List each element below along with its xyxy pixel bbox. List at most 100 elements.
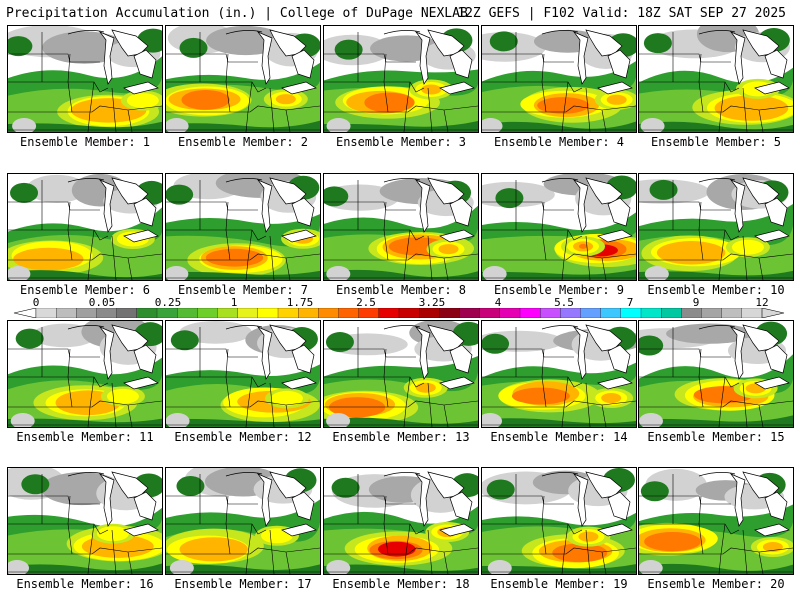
ensemble-member-label: Ensemble Member: 4 xyxy=(493,135,625,149)
scale-arrow-right xyxy=(761,308,785,318)
precip-map xyxy=(165,467,321,575)
precip-map xyxy=(165,173,321,281)
scale-arrow-left xyxy=(13,308,37,318)
scale-swatch xyxy=(459,308,481,318)
ensemble-panel: Ensemble Member: 12 xyxy=(165,320,321,452)
ensemble-member-label: Ensemble Member: 3 xyxy=(335,135,467,149)
scale-swatch xyxy=(620,308,642,318)
ensemble-member-label: Ensemble Member: 2 xyxy=(177,135,309,149)
scale-tick-label: 5.5 xyxy=(554,296,574,309)
ensemble-panel: Ensemble Member: 11 xyxy=(7,320,163,452)
scale-swatch xyxy=(237,308,259,318)
ensemble-member-label: Ensemble Member: 11 xyxy=(16,430,154,444)
scale-swatch xyxy=(721,308,743,318)
scale-swatch xyxy=(136,308,158,318)
scale-swatch xyxy=(96,308,118,318)
scale-swatch xyxy=(298,308,319,318)
ensemble-panel: Ensemble Member: 17 xyxy=(165,467,321,599)
precip-map xyxy=(323,320,479,428)
precip-map xyxy=(638,173,794,281)
ensemble-panel: Ensemble Member: 7 xyxy=(165,173,321,305)
scale-swatch xyxy=(540,308,561,318)
product-title: Precipitation Accumulation (in.) | Colle… xyxy=(6,6,468,21)
ensemble-panel: Ensemble Member: 20 xyxy=(638,467,794,599)
scale-swatch xyxy=(519,308,541,318)
color-scale-bar xyxy=(13,308,785,318)
scale-swatch xyxy=(580,308,602,318)
scale-swatch xyxy=(277,308,299,318)
ensemble-panel: Ensemble Member: 1 xyxy=(7,25,163,157)
scale-swatch xyxy=(640,308,662,318)
scale-tick-label: 7 xyxy=(626,296,634,309)
ensemble-member-label: Ensemble Member: 7 xyxy=(177,283,309,297)
scale-swatch xyxy=(35,308,57,318)
scale-tick-label: 1.75 xyxy=(286,296,314,309)
precip-map xyxy=(638,25,794,133)
ensemble-member-label: Ensemble Member: 10 xyxy=(647,283,785,297)
ensemble-member-label: Ensemble Member: 14 xyxy=(490,430,628,444)
ensemble-panel: Ensemble Member: 4 xyxy=(481,25,637,157)
precip-map xyxy=(165,320,321,428)
scale-swatch xyxy=(177,308,198,318)
ensemble-member-label: Ensemble Member: 16 xyxy=(16,577,154,591)
ensemble-panel: Ensemble Member: 19 xyxy=(481,467,637,599)
ensemble-member-label: Ensemble Member: 15 xyxy=(647,430,785,444)
scale-swatch xyxy=(76,308,97,318)
precip-map xyxy=(481,173,637,281)
scale-swatch xyxy=(499,308,521,318)
ensemble-member-label: Ensemble Member: 1 xyxy=(19,135,151,149)
ensemble-member-label: Ensemble Member: 5 xyxy=(650,135,782,149)
ensemble-panel: Ensemble Member: 5 xyxy=(638,25,794,157)
scale-swatch xyxy=(338,308,360,318)
scale-tick-label: 2.5 xyxy=(356,296,376,309)
scale-swatch xyxy=(257,308,279,318)
precip-map xyxy=(638,467,794,575)
precip-map xyxy=(7,320,163,428)
precip-map xyxy=(323,173,479,281)
scale-swatch xyxy=(318,308,339,318)
ensemble-panel: Ensemble Member: 9 xyxy=(481,173,637,305)
precip-map xyxy=(7,467,163,575)
precip-map xyxy=(638,320,794,428)
ensemble-member-label: Ensemble Member: 6 xyxy=(19,283,151,297)
precip-map xyxy=(165,25,321,133)
scale-swatch xyxy=(560,308,581,318)
header: Precipitation Accumulation (in.) | Colle… xyxy=(0,0,800,24)
precip-map xyxy=(7,173,163,281)
ensemble-panel: Ensemble Member: 2 xyxy=(165,25,321,157)
ensemble-panel: Ensemble Member: 14 xyxy=(481,320,637,452)
scale-tick-label: 0.05 xyxy=(88,296,116,309)
scale-tick-label: 1 xyxy=(230,296,238,309)
scale-tick-label: 4 xyxy=(494,296,502,309)
scale-swatch xyxy=(661,308,682,318)
color-scale: 0 0.05 0.25 1 1.75 2.5 3.25 4 5.5 7 9 12 xyxy=(0,296,800,318)
ensemble-panel: Ensemble Member: 15 xyxy=(638,320,794,452)
scale-tick-label: 3.25 xyxy=(418,296,446,309)
scale-swatch xyxy=(479,308,501,318)
precip-map xyxy=(481,25,637,133)
precip-map xyxy=(481,320,637,428)
ensemble-member-label: Ensemble Member: 19 xyxy=(490,577,628,591)
scale-swatch xyxy=(741,308,763,318)
scale-swatch xyxy=(156,308,178,318)
ensemble-panel: Ensemble Member: 16 xyxy=(7,467,163,599)
ensemble-panel: Ensemble Member: 8 xyxy=(323,173,479,305)
precip-map xyxy=(7,25,163,133)
ensemble-member-label: Ensemble Member: 12 xyxy=(174,430,312,444)
ensemble-member-label: Ensemble Member: 8 xyxy=(335,283,467,297)
ensemble-panel: Ensemble Member: 10 xyxy=(638,173,794,305)
precip-map xyxy=(323,25,479,133)
ensemble-member-label: Ensemble Member: 18 xyxy=(332,577,470,591)
scale-swatch xyxy=(358,308,380,318)
scale-tick-label: 12 xyxy=(755,296,769,309)
scale-swatch xyxy=(600,308,622,318)
precip-map xyxy=(323,467,479,575)
ensemble-member-label: Ensemble Member: 17 xyxy=(174,577,312,591)
scale-swatch xyxy=(439,308,460,318)
scale-swatch xyxy=(378,308,400,318)
scale-swatch xyxy=(681,308,702,318)
ensemble-panel: Ensemble Member: 3 xyxy=(323,25,479,157)
precip-map xyxy=(481,467,637,575)
scale-swatch xyxy=(56,308,77,318)
scale-swatch xyxy=(116,308,138,318)
